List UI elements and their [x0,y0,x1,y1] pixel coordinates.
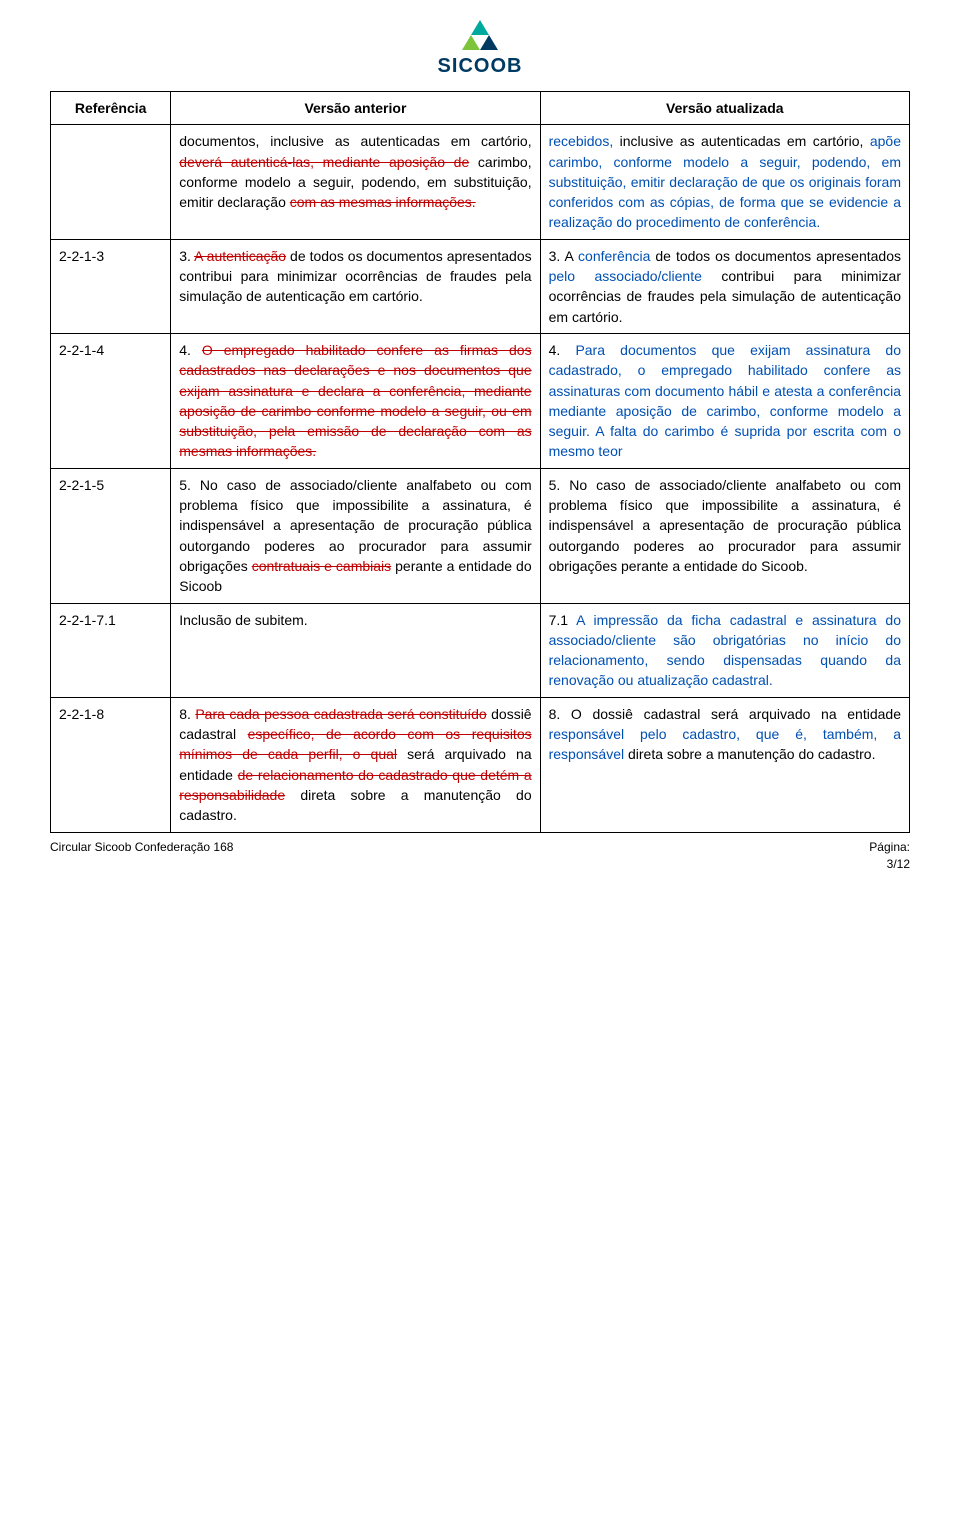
text-segment: documentos, inclusive as autenticadas em… [179,133,531,149]
prev-cell: documentos, inclusive as autenticadas em… [171,125,540,239]
new-cell: recebidos, inclusive as autenticadas em … [540,125,909,239]
page-footer: Circular Sicoob Confederação 168 Página:… [50,839,910,874]
table-header-row: Referência Versão anterior Versão atuali… [51,92,910,125]
ref-cell: 2-2-1-4 [51,333,171,468]
prev-cell: Inclusão de subitem. [171,603,540,697]
table-row: 2-2-1-7.1 Inclusão de subitem. 7.1 A impre… [51,603,910,697]
text-segment: 5. No caso de associado/cliente analfabe… [549,477,901,574]
text-segment: Para documentos que exijam assinatura do… [549,342,901,459]
text-segment: contratuais e cambiais [252,558,391,574]
table-row: 2-2-1-88. Para cada pessoa cadastrada se… [51,697,910,832]
logo-icon [462,20,498,50]
new-cell: 8. O dossiê cadastral será arquivado na … [540,697,909,832]
text-segment: recebidos, [549,133,614,149]
new-cell: 5. No caso de associado/cliente analfabe… [540,468,909,603]
table-row: 2-2-1-55. No caso de associado/cliente a… [51,468,910,603]
new-cell: 7.1 A impressão da ficha cadastral e ass… [540,603,909,697]
footer-page-label: Página: [869,840,910,854]
text-segment: conferência [578,248,650,264]
page: SICOOB Referência Versão anterior Versão… [0,0,960,1517]
col-header-ref: Referência [51,92,171,125]
text-segment: Para cada pessoa cadastrada será constit… [195,706,486,722]
text-segment: pelo associado/cliente [549,268,702,284]
text-segment: 8. [179,706,195,722]
new-cell: 3. A conferência de todos os documentos … [540,239,909,333]
prev-cell: 5. No caso de associado/cliente analfabe… [171,468,540,603]
table-row: documentos, inclusive as autenticadas em… [51,125,910,239]
brand-logo: SICOOB [438,20,523,81]
text-segment: direta sobre a manutenção do cadastro. [624,746,875,762]
comparison-table: Referência Versão anterior Versão atuali… [50,91,910,833]
footer-page-value: 3/12 [887,857,910,871]
ref-cell: 2-2-1-7.1 [51,603,171,697]
text-segment: A autenticação [194,248,286,264]
text-segment: Inclusão de subitem. [179,612,307,628]
text-segment: deverá autenticá-las, mediante aposição … [179,154,469,170]
text-segment: 4. [179,342,202,358]
text-segment: A impressão da ficha cadastral e assinat… [549,612,901,689]
table-body: documentos, inclusive as autenticadas em… [51,125,910,832]
ref-cell: 2-2-1-3 [51,239,171,333]
text-segment: 3. A [549,248,578,264]
table-row: 2-2-1-44. O empregado habilitado confere… [51,333,910,468]
new-cell: 4. Para documentos que exijam assinatura… [540,333,909,468]
text-segment: O empregado habilitado confere as firmas… [179,342,531,459]
footer-left: Circular Sicoob Confederação 168 [50,839,233,856]
table-row: 2-2-1-33. A autenticação de todos os doc… [51,239,910,333]
footer-right: Página: 3/12 [869,839,910,874]
text-segment: 7.1 [549,612,577,628]
text-segment: 8. O dossiê cadastral será arquivado na … [549,706,901,722]
col-header-prev: Versão anterior [171,92,540,125]
col-header-new: Versão atualizada [540,92,909,125]
ref-cell [51,125,171,239]
ref-cell: 2-2-1-5 [51,468,171,603]
text-segment: 4. [549,342,576,358]
prev-cell: 8. Para cada pessoa cadastrada será cons… [171,697,540,832]
brand-name: SICOOB [438,52,523,81]
text-segment: inclusive as autenticadas em cartório, [613,133,870,149]
prev-cell: 4. O empregado habilitado confere as fir… [171,333,540,468]
logo-container: SICOOB [50,20,910,81]
ref-cell: 2-2-1-8 [51,697,171,832]
prev-cell: 3. A autenticação de todos os documentos… [171,239,540,333]
text-segment: 3. [179,248,194,264]
text-segment: com as mesmas informações. [290,194,476,210]
text-segment: de todos os documentos apresentados [650,248,901,264]
